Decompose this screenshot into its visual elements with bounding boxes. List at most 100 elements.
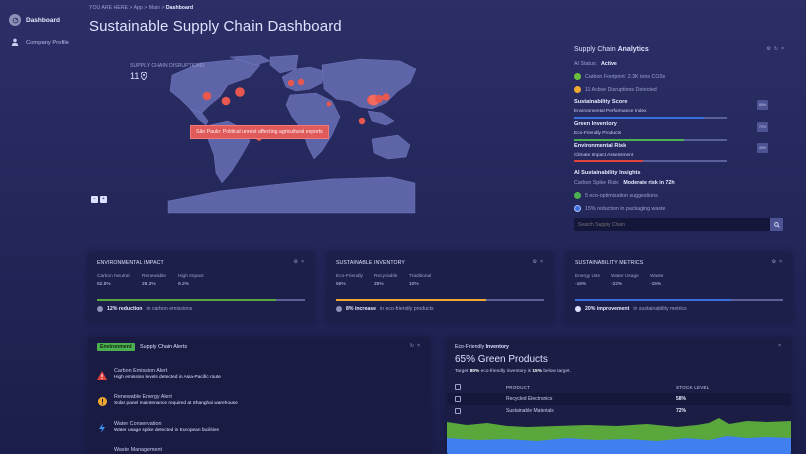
close-icon[interactable]: ×: [781, 46, 784, 52]
disruptions-label: SUPPLY CHAIN DISRUPTIONS: [130, 63, 205, 69]
bolt-icon: [97, 423, 107, 433]
refresh-icon[interactable]: ↻: [409, 343, 415, 349]
search-input[interactable]: [574, 218, 770, 231]
analytics-controls: ⚙ ↻ ×: [766, 46, 784, 52]
stat: Waste -15%: [650, 274, 664, 287]
carbon-footprint: Carbon Footprint: 2.3K tons CO2e: [574, 73, 665, 80]
sustainable-inventory-card: SUSTAINABLE INVENTORY ⚙ × Eco-Friendly 65%…: [327, 252, 553, 322]
analytics-title: Supply Chain Analytics: [574, 46, 649, 53]
world-map[interactable]: [110, 55, 430, 225]
inventory-target: Target 80% eco-friendly inventory is 15%…: [455, 369, 571, 374]
card-note: 20% improvement in sustainability metrics: [575, 306, 687, 312]
card-title: SUSTAINABILITY METRICS: [575, 260, 644, 266]
user-icon: [9, 38, 21, 48]
sidebar: Dashboard Company Profile: [0, 0, 80, 454]
table-row[interactable]: Sustainable Materials 72%: [447, 405, 791, 417]
stat: Water Usage -22%: [611, 274, 639, 287]
inventory-area-chart: [447, 418, 791, 454]
check-circle-icon: [574, 192, 581, 199]
warning-triangle-icon: [97, 370, 107, 380]
metric-title: Green Inventory: [574, 121, 617, 127]
analytics-panel: Supply Chain Analytics ⚙ ↻ × AI Status: A…: [570, 42, 792, 232]
search-button[interactable]: [770, 218, 783, 231]
progress-bar: [97, 299, 305, 301]
settings-icon[interactable]: ⚙: [293, 259, 299, 265]
close-icon[interactable]: ×: [540, 259, 543, 265]
metric-sub: Climate Impact Assessment: [574, 153, 634, 158]
zoom-out-button[interactable]: −: [91, 196, 98, 203]
breadcrumb-main[interactable]: Main: [148, 5, 160, 11]
card-title: ENVIRONMENTAL IMPACT: [97, 260, 164, 266]
close-icon[interactable]: ×: [778, 343, 781, 349]
row-checkbox[interactable]: [455, 408, 461, 414]
sustainability-score-bar: [574, 117, 727, 119]
green-inventory-bar: [574, 139, 727, 141]
environmental-risk-badge: 45%: [757, 143, 768, 153]
recycle-icon: [574, 205, 581, 212]
sustainability-score-badge: 85%: [757, 100, 768, 110]
refresh-icon[interactable]: ↻: [773, 46, 779, 52]
disruptions-count: 11: [130, 71, 148, 81]
stat: Eco-Friendly 65%: [336, 274, 363, 287]
stat: Traditional 10%: [409, 274, 432, 287]
row-checkbox[interactable]: [455, 396, 461, 402]
settings-icon[interactable]: ⚙: [766, 46, 771, 52]
sidebar-item-company-profile[interactable]: Company Profile: [9, 38, 69, 48]
sidebar-item-label: Company Profile: [26, 40, 69, 46]
settings-icon[interactable]: ⚙: [771, 259, 777, 265]
sidebar-item-dashboard[interactable]: Dashboard: [9, 14, 60, 26]
sidebar-item-label: Dashboard: [26, 16, 60, 24]
environmental-risk-bar: [574, 160, 727, 162]
eco-suggestions: 5 eco-optimization suggestions: [574, 192, 658, 199]
leaf-icon: [574, 73, 581, 80]
breadcrumb-app[interactable]: App: [133, 5, 143, 11]
green-inventory-badge: 72%: [757, 122, 768, 132]
disruptions-detected: 11 Active Disruptions Detected: [574, 86, 657, 93]
green-products-headline: 65% Green Products: [455, 354, 548, 365]
dashboard-icon: [9, 14, 21, 26]
stat: Energy Use -18%: [575, 274, 601, 287]
close-icon[interactable]: ×: [417, 343, 420, 349]
zoom-in-button[interactable]: +: [100, 196, 107, 203]
carbon-spike-risk: Carbon Spike Risk: Moderate risk in 72h: [574, 180, 675, 186]
table-row[interactable]: Recycled Electronics 58%: [447, 393, 791, 405]
ai-status: AI Status: Active: [574, 61, 617, 67]
insights-title: AI Sustainability Insights: [574, 170, 641, 176]
breadcrumb-prefix: YOU ARE HERE: [89, 5, 128, 11]
close-icon[interactable]: ×: [779, 259, 782, 265]
card-note: 8% increase in eco-friendly products: [336, 306, 434, 312]
alert-item[interactable]: Carbon Emission Alert High emission level…: [97, 368, 221, 380]
metric-sub: Eco-Friendly Products: [574, 131, 622, 136]
alert-item[interactable]: Waste Management: [114, 447, 163, 453]
alert-item[interactable]: Water Conservation Water usage spike dete…: [97, 421, 219, 433]
stat: Carbon Neutral 62.5%: [97, 274, 130, 287]
sustainability-metrics-card: SUSTAINABILITY METRICS ⚙ × Energy Use -18%…: [566, 252, 792, 322]
alert-item[interactable]: Renewable Energy Alert Solar panel mainte…: [97, 394, 238, 406]
supply-chain-alerts-panel: Environment Supply Chain Alerts ↻ × Carbo…: [88, 337, 430, 454]
alerts-title: Supply Chain Alerts: [140, 344, 188, 350]
map-zoom-controls: − +: [91, 196, 107, 203]
metric-title: Sustainability Score: [574, 99, 628, 105]
settings-icon[interactable]: ⚙: [532, 259, 538, 265]
environment-tag[interactable]: Environment: [97, 343, 135, 351]
map-tooltip: São Paulo: Political unrest affecting ag…: [190, 125, 329, 139]
target-icon: [575, 306, 581, 312]
close-icon[interactable]: ×: [301, 259, 304, 265]
stat: Recyclable 25%: [374, 274, 398, 287]
select-all-checkbox[interactable]: [455, 384, 461, 390]
table-header: PRODUCT STOCK LEVEL: [447, 381, 791, 393]
metric-sub: Environmental Performance Index: [574, 109, 647, 114]
eco-inventory-panel: Eco-Friendly Inventory × 65% Green Produ…: [447, 338, 791, 454]
progress-bar: [575, 299, 783, 301]
progress-bar: [336, 299, 544, 301]
leaf-icon: [97, 306, 103, 312]
map-pin-icon: [141, 72, 148, 80]
environmental-impact-card: ENVIRONMENTAL IMPACT ⚙ × Carbon Neutral 62…: [88, 252, 314, 322]
packaging-reduction: 15% reduction in packaging waste: [574, 205, 665, 212]
metric-title: Environmental Risk: [574, 143, 627, 149]
breadcrumb-current: Dashboard: [165, 5, 194, 11]
card-note: 12% reduction in carbon emissions: [97, 306, 192, 312]
page-title: Sustainable Supply Chain Dashboard: [89, 18, 342, 35]
card-title: SUSTAINABLE INVENTORY: [336, 260, 405, 266]
box-icon: [336, 306, 342, 312]
